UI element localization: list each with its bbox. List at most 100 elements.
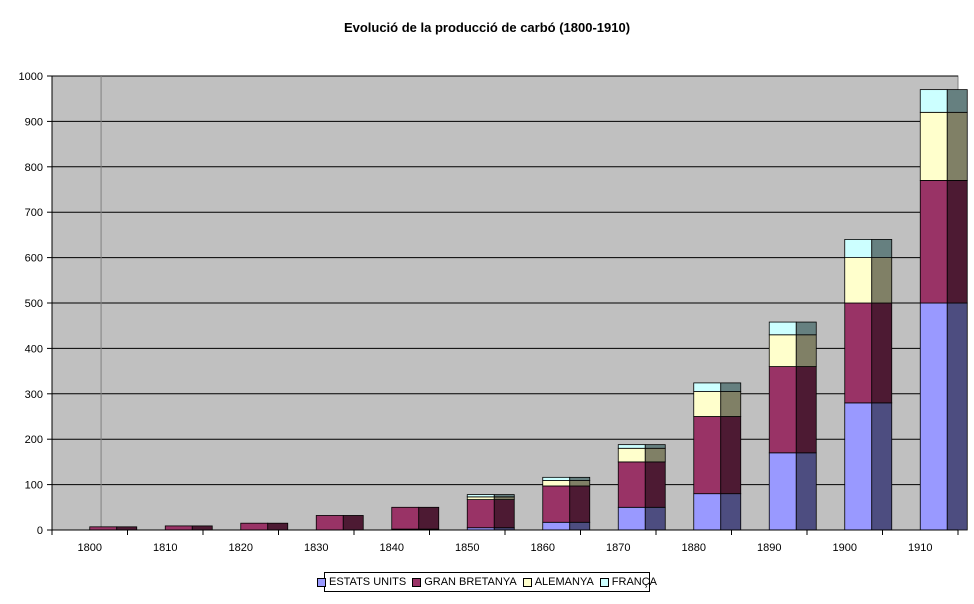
- x-tick-label: 1820: [229, 542, 253, 554]
- bar-alemanya-1890: [768, 334, 797, 367]
- bar-side-fran-a-1860: [569, 476, 591, 481]
- legend-swatch: [316, 577, 326, 587]
- legend-swatch: [599, 577, 609, 587]
- bar-side-alemanya-1870: [644, 447, 666, 463]
- bar-fran-a-1880: [693, 382, 722, 392]
- bar-alemanya-1880: [693, 391, 722, 417]
- chart-title: Evolució de la producció de carbó (1800-…: [343, 20, 631, 35]
- bar-alemanya-1900: [844, 257, 873, 304]
- y-tick-label: 600: [25, 253, 43, 265]
- bar-fran-a-1850: [466, 494, 495, 498]
- bar-gran-bretanya-1880: [693, 416, 722, 495]
- y-tick-label: 500: [25, 298, 43, 310]
- y-tick-label: 900: [25, 116, 43, 128]
- bar-side-estats-units-1880: [720, 493, 742, 531]
- bar-estats-units-1910: [919, 302, 948, 531]
- bar-side-alemanya-1860: [569, 480, 591, 487]
- bar-alemanya-1860: [542, 480, 571, 487]
- bar-side-fran-a-1890: [795, 321, 817, 336]
- bar-side-estats-units-1870: [644, 506, 666, 531]
- bar-side-fran-a-1880: [720, 382, 742, 392]
- bar-gran-bretanya-1910: [919, 180, 948, 304]
- x-tick-label: 1810: [153, 542, 177, 554]
- legend-item: ESTATS UNITS: [316, 576, 407, 588]
- bar-gran-bretanya-1860: [542, 485, 571, 523]
- y-tick-label: 800: [25, 162, 43, 174]
- legend-swatch: [412, 577, 422, 587]
- bar-side-gran-bretanya-1910: [946, 180, 968, 304]
- y-tick-label: 400: [25, 343, 43, 355]
- x-tick-label: 1850: [455, 542, 479, 554]
- x-tick-label: 1830: [304, 542, 328, 554]
- bar-side-estats-units-1860: [569, 521, 591, 531]
- y-tick-label: 200: [25, 434, 43, 446]
- bar-side-gran-bretanya-1810: [191, 525, 213, 531]
- bar-side-estats-units-1910: [946, 302, 968, 531]
- bar-side-alemanya-1900: [871, 257, 893, 304]
- x-tick-label: 1860: [531, 542, 555, 554]
- bar-side-estats-units-1890: [795, 452, 817, 531]
- x-tick-label: 1900: [833, 542, 857, 554]
- bar-gran-bretanya-1870: [617, 461, 646, 508]
- bar-side-gran-bretanya-1900: [871, 302, 893, 404]
- legend-swatch: [522, 577, 532, 587]
- bar-side-gran-bretanya-1820: [267, 522, 289, 531]
- legend-label: GRAN BRETANYA: [424, 576, 517, 588]
- legend: ESTATS UNITS GRAN BRETANYA ALEMANYA FRANÇA: [316, 572, 657, 592]
- bar-side-fran-a-1870: [644, 444, 666, 449]
- legend-item: ALEMANYA: [522, 576, 594, 588]
- y-tick-label: 300: [25, 389, 43, 401]
- bar-estats-units-1870: [617, 506, 646, 531]
- legend-item: GRAN BRETANYA: [412, 576, 517, 588]
- bar-alemanya-1850: [466, 496, 495, 500]
- legend-label: ALEMANYA: [534, 576, 594, 588]
- bar-side-gran-bretanya-1840: [418, 506, 440, 530]
- bar-side-alemanya-1850: [493, 496, 515, 500]
- x-tick-label: 1800: [78, 542, 102, 554]
- bar-alemanya-1910: [919, 111, 948, 181]
- bar-estats-units-1880: [693, 493, 722, 531]
- bar-side-alemanya-1910: [946, 111, 968, 181]
- bar-gran-bretanya-1890: [768, 366, 797, 454]
- x-tick-label: 1870: [606, 542, 630, 554]
- bar-gran-bretanya-1830: [315, 515, 344, 531]
- bar-side-estats-units-1900: [871, 402, 893, 531]
- bar-gran-bretanya-1840: [391, 506, 420, 530]
- bar-fran-a-1870: [617, 444, 646, 449]
- y-tick-label: 1000: [19, 71, 43, 83]
- bar-estats-units-1860: [542, 521, 571, 531]
- x-tick-label: 1880: [682, 542, 706, 554]
- bar-gran-bretanya-1820: [240, 522, 269, 531]
- bar-estats-units-1890: [768, 452, 797, 531]
- x-tick-label: 1840: [380, 542, 404, 554]
- bar-side-gran-bretanya-1890: [795, 366, 817, 454]
- bar-side-alemanya-1890: [795, 334, 817, 367]
- bar-gran-bretanya-1900: [844, 302, 873, 404]
- bar-side-gran-bretanya-1870: [644, 461, 666, 508]
- bar-fran-a-1900: [844, 239, 873, 259]
- legend-label: ESTATS UNITS: [328, 576, 407, 588]
- x-tick-label: 1890: [757, 542, 781, 554]
- legend-label: FRANÇA: [611, 576, 658, 588]
- y-tick-label: 700: [25, 207, 43, 219]
- bar-side-alemanya-1880: [720, 391, 742, 417]
- bar-gran-bretanya-1810: [164, 525, 193, 531]
- bar-fran-a-1860: [542, 476, 571, 481]
- bar-gran-bretanya-1850: [466, 499, 495, 529]
- legend-item: FRANÇA: [599, 576, 658, 588]
- bar-alemanya-1870: [617, 447, 646, 463]
- bar-fran-a-1890: [768, 321, 797, 336]
- bar-side-gran-bretanya-1880: [720, 416, 742, 495]
- bar-side-gran-bretanya-1860: [569, 485, 591, 523]
- x-tick-label: 1910: [908, 542, 932, 554]
- y-tick-label: 100: [25, 480, 43, 492]
- bar-side-fran-a-1850: [493, 494, 515, 498]
- bar-side-fran-a-1900: [871, 239, 893, 259]
- y-tick-label: 0: [37, 525, 43, 537]
- bar-side-gran-bretanya-1850: [493, 499, 515, 529]
- bar-fran-a-1910: [919, 89, 948, 113]
- bar-side-gran-bretanya-1830: [342, 515, 364, 531]
- bar-side-fran-a-1910: [946, 89, 968, 113]
- bar-estats-units-1900: [844, 402, 873, 531]
